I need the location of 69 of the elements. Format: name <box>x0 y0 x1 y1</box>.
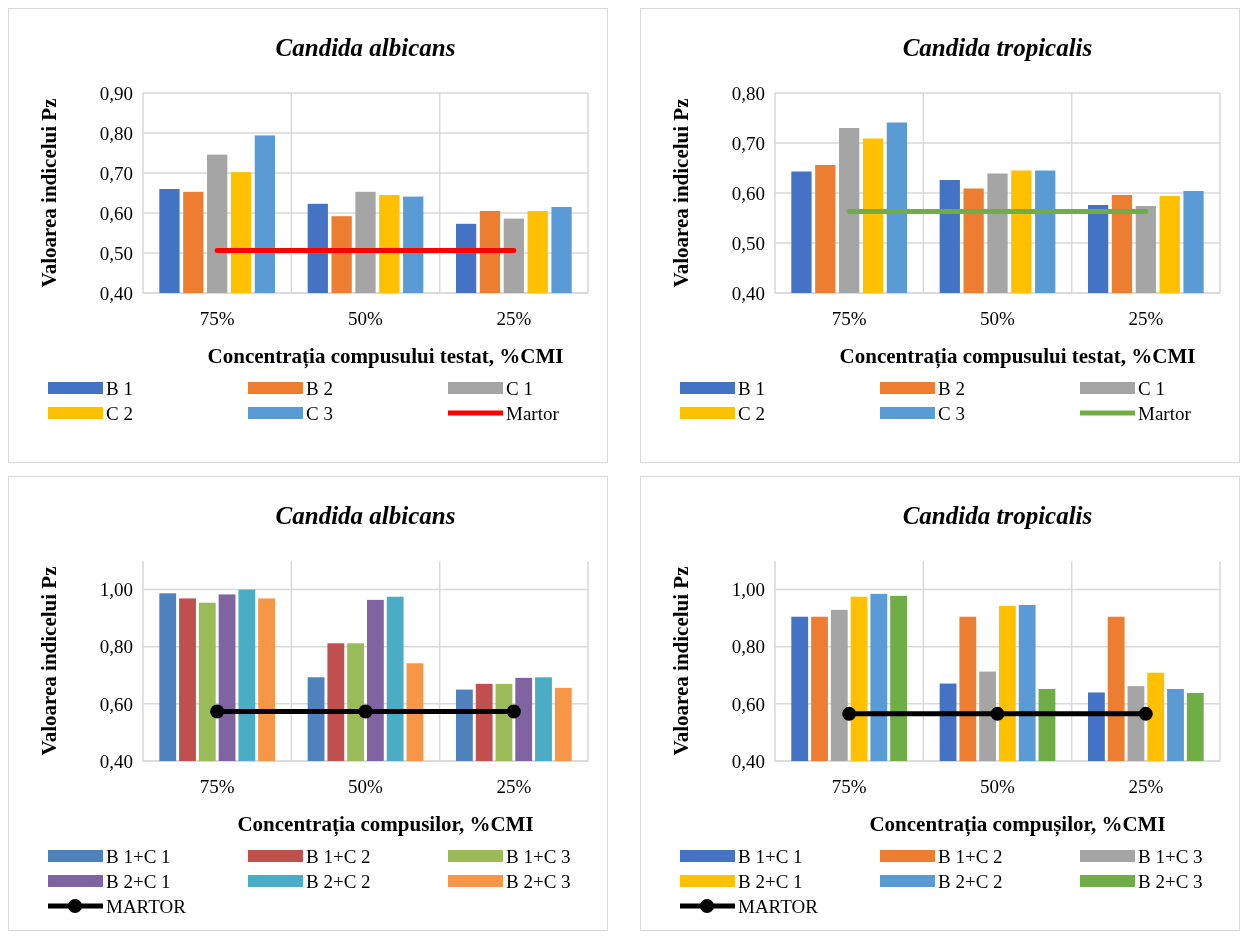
y-tick-label: 1,00 <box>99 579 133 601</box>
x-axis-title: Concentrația compusului testat, %CMI <box>839 344 1196 369</box>
legend-label: MARTOR <box>738 895 819 917</box>
x-tick-label: 50% <box>980 308 1016 329</box>
legend-label: B 1 <box>106 377 133 399</box>
y-axis-title: Valoarea indicelui Pz <box>669 98 693 288</box>
x-tick-label: 25% <box>496 308 532 329</box>
legend-label: MARTOR <box>106 895 187 917</box>
legend-label: B 2+C 3 <box>506 870 571 892</box>
y-tick-label: 0,90 <box>99 82 133 104</box>
legend-label: C 1 <box>1138 377 1165 399</box>
chart-title: Candida albicans <box>275 502 456 529</box>
y-tick-label: 0,40 <box>731 282 765 304</box>
y-tick-label: 0,40 <box>99 750 133 772</box>
chart-title: Candida tropicalis <box>902 502 1093 529</box>
x-tick-label: 25% <box>1128 776 1164 797</box>
legend-label: B 2+C 1 <box>106 870 171 892</box>
x-tick-label: 25% <box>1128 308 1164 329</box>
legend-label: B 2+C 3 <box>1138 870 1203 892</box>
legend-label: B 1+C 3 <box>506 845 571 867</box>
y-tick-label: 0,80 <box>731 82 765 104</box>
y-tick-label: 0,60 <box>99 202 133 224</box>
legend-label: B 2+C 1 <box>738 870 803 892</box>
legend-label: C 3 <box>306 402 333 424</box>
y-tick-label: 0,40 <box>99 282 133 304</box>
x-tick-label: 50% <box>348 308 384 329</box>
x-axis-title: Concentrația compusilor, %CMI <box>237 812 534 837</box>
y-tick-label: 0,60 <box>99 693 133 715</box>
y-axis-title: Valoarea indicelui Pz <box>669 566 693 756</box>
y-tick-label: 1,00 <box>731 579 765 601</box>
y-tick-label: 0,80 <box>731 636 765 658</box>
legend-label: B 1+C 2 <box>306 845 371 867</box>
legend-label: B 1+C 3 <box>1138 845 1203 867</box>
x-tick-label: 75% <box>831 776 867 797</box>
legend-label: B 2 <box>306 377 333 399</box>
legend-label: C 3 <box>938 402 965 424</box>
y-tick-label: 0,60 <box>731 693 765 715</box>
y-tick-label: 0,70 <box>731 132 765 154</box>
x-tick-label: 25% <box>496 776 532 797</box>
legend-label: B 2+C 2 <box>306 870 371 892</box>
legend-label: B 1 <box>738 377 765 399</box>
y-tick-label: 0,80 <box>99 636 133 658</box>
x-axis-title: Concentrația compusului testat, %CMI <box>207 344 564 369</box>
legend-label: B 1+C 1 <box>106 845 171 867</box>
y-axis-title: Valoarea indicelui Pz <box>37 566 61 756</box>
chart-title: Candida albicans <box>275 34 456 61</box>
chart-title: Candida tropicalis <box>902 34 1093 61</box>
legend-label: Martor <box>1138 402 1192 424</box>
legend-label: C 2 <box>106 402 133 424</box>
x-tick-label: 50% <box>348 776 384 797</box>
y-axis-title: Valoarea indicelui Pz <box>37 98 61 288</box>
x-tick-label: 50% <box>980 776 1016 797</box>
x-tick-label: 75% <box>199 308 235 329</box>
y-tick-label: 0,50 <box>99 242 133 264</box>
legend-label: C 2 <box>738 402 765 424</box>
y-tick-label: 0,50 <box>731 232 765 254</box>
legend-label: B 1+C 1 <box>738 845 803 867</box>
legend-label: Martor <box>506 402 560 424</box>
legend-label: C 1 <box>506 377 533 399</box>
x-axis-title: Concentrația compușilor, %CMI <box>869 812 1166 837</box>
y-tick-label: 0,70 <box>99 162 133 184</box>
y-tick-label: 0,40 <box>731 750 765 772</box>
x-tick-label: 75% <box>199 776 235 797</box>
x-tick-label: 75% <box>831 308 867 329</box>
y-tick-label: 0,80 <box>99 122 133 144</box>
legend-label: B 1+C 2 <box>938 845 1003 867</box>
legend-label: B 2 <box>938 377 965 399</box>
legend-label: B 2+C 2 <box>938 870 1003 892</box>
y-tick-label: 0,60 <box>731 182 765 204</box>
